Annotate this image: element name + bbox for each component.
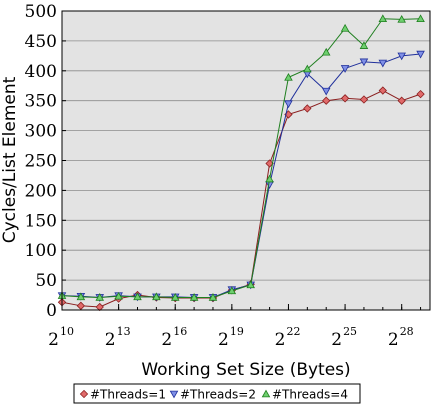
y-tick-label: 400 — [25, 62, 57, 82]
data-point — [340, 65, 350, 73]
data-point — [246, 280, 255, 289]
data-point — [114, 291, 123, 300]
data-point — [416, 14, 425, 23]
x-tick-base: 2 — [218, 330, 229, 350]
data-point — [284, 100, 293, 109]
data-point — [359, 41, 369, 49]
y-axis-ticks: 0 50 100 150 200 250 300 350 400 450 500 — [25, 2, 66, 321]
data-point — [416, 50, 425, 59]
x-tick-exponent: 19 — [230, 325, 244, 338]
data-point — [321, 87, 331, 96]
data-point — [152, 292, 161, 301]
series-3 — [57, 14, 425, 301]
x-tick-label: 2 19 — [218, 325, 244, 350]
legend-label: #Threads=2 — [180, 388, 256, 402]
x-axis-ticks: 2 10 2 13 2 16 2 19 2 22 2 25 2 28 — [48, 304, 422, 350]
data-point — [170, 293, 180, 301]
y-tick-label: 200 — [25, 181, 57, 201]
legend-label: #Threads=4 — [272, 388, 348, 402]
grid-lines — [62, 40, 430, 281]
y-tick-label: 300 — [25, 122, 57, 142]
y-tick-label: 500 — [25, 2, 57, 22]
data-point — [303, 64, 312, 73]
data-point — [284, 72, 293, 81]
legend-label: #Threads=1 — [90, 388, 166, 402]
data-point — [321, 47, 331, 56]
data-point — [95, 302, 104, 312]
y-tick-label: 350 — [25, 92, 57, 112]
legend-item: #Threads=1 — [79, 388, 166, 402]
data-point — [397, 14, 406, 23]
y-tick-label: 50 — [35, 271, 57, 291]
data-point — [208, 293, 218, 301]
y-tick-label: 0 — [46, 301, 57, 321]
data-point — [378, 59, 388, 68]
x-tick-base: 2 — [331, 330, 342, 350]
x-tick-base: 2 — [161, 330, 172, 350]
legend-marker — [79, 389, 89, 399]
x-tick-label: 2 28 — [388, 325, 414, 350]
legend-item: #Threads=4 — [261, 388, 348, 402]
series-layer — [57, 14, 425, 312]
x-tick-exponent: 16 — [173, 325, 187, 338]
data-point — [76, 292, 86, 301]
data-point — [397, 52, 406, 61]
data-point — [322, 96, 331, 105]
data-point — [397, 96, 406, 105]
y-tick-label: 450 — [25, 32, 57, 52]
x-tick-base: 2 — [48, 330, 59, 350]
y-tick-label: 100 — [25, 241, 57, 261]
data-point — [95, 293, 105, 301]
legend-item: #Threads=2 — [169, 388, 256, 402]
data-point — [76, 301, 86, 310]
legend: #Threads=1 #Threads=2 #Threads=4 — [73, 383, 361, 404]
legend-box — [73, 383, 361, 404]
x-tick-exponent: 10 — [60, 325, 74, 338]
series-line — [61, 18, 421, 298]
y-tick-label: 250 — [25, 152, 57, 172]
x-tick-base: 2 — [388, 330, 399, 350]
data-point — [359, 58, 369, 67]
data-point — [340, 23, 350, 32]
data-point — [265, 174, 274, 183]
x-axis-title: Working Set Size (Bytes) — [141, 360, 350, 380]
x-tick-base: 2 — [275, 330, 286, 350]
x-tick-exponent: 22 — [286, 325, 300, 338]
x-tick-exponent: 25 — [343, 325, 357, 338]
data-point — [340, 94, 350, 103]
x-tick-label: 2 10 — [48, 325, 74, 350]
data-point — [227, 286, 237, 295]
data-point — [303, 104, 312, 113]
x-tick-label: 2 25 — [331, 325, 357, 350]
x-tick-base: 2 — [105, 330, 116, 350]
data-point — [189, 293, 199, 301]
data-point — [359, 95, 369, 104]
x-tick-exponent: 13 — [117, 325, 131, 338]
x-tick-label: 2 13 — [105, 325, 131, 350]
plot-frame — [61, 10, 431, 311]
x-tick-exponent: 28 — [400, 325, 414, 338]
y-tick-label: 150 — [25, 211, 57, 231]
data-point — [378, 86, 387, 95]
data-point — [416, 89, 425, 99]
data-point — [265, 159, 274, 168]
data-point — [378, 14, 388, 23]
x-tick-label: 2 22 — [275, 325, 301, 350]
data-point — [133, 292, 142, 301]
x-tick-label: 2 16 — [161, 325, 187, 350]
y-axis-title: Cycles/List Element — [0, 76, 20, 243]
legend-marker — [261, 389, 271, 398]
legend-marker — [169, 390, 179, 399]
